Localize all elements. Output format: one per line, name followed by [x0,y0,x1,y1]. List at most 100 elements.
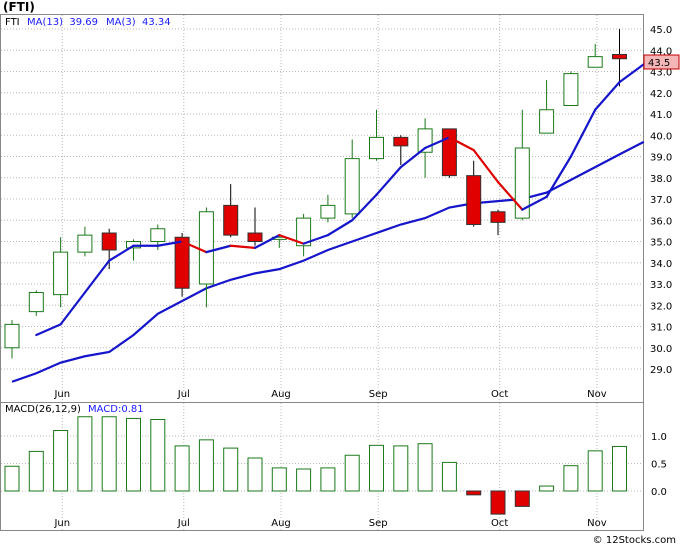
last-price-badge: 43.5 [643,54,680,70]
ma3-segment [375,166,402,196]
legend-ma13: MA(13) 39.69 [27,17,98,28]
y-tick-label: 34.0 [650,259,672,270]
ma3-segment [156,240,184,247]
candle-body [587,56,603,68]
ma3-segment [496,180,524,211]
macd-bar [247,457,263,492]
ma3-segment [35,323,62,337]
price-grid [1,28,643,370]
y-tick-label: 30.0 [650,344,672,355]
x-tick-label: Oct [491,389,508,400]
ma3-segment [472,149,500,184]
y-tick-label: 39.0 [650,153,672,164]
candle-body [53,251,69,296]
y-tick-label: 44.0 [650,46,672,57]
macd-bar [417,443,433,492]
candle-body [77,234,93,253]
x-tick-label: Jun [53,389,70,400]
x-tick-label: Jun [53,518,70,529]
last-price-label: 43.5 [648,58,670,69]
ma3-segment [302,234,329,245]
candle-body [174,236,190,289]
macd-bar [587,450,603,492]
candle-body [369,136,384,160]
macd-bar [28,450,44,492]
candle-body [101,232,117,251]
y-tick-label: 31.0 [650,323,672,334]
macd-bar [612,445,627,492]
candle-up [369,109,384,161]
ma13-layer [11,140,645,383]
y-tick-label: 40.0 [650,131,672,142]
macd-bar [393,445,409,492]
macd-bar [198,439,214,492]
candle-down [441,128,457,178]
candle-body [563,73,579,106]
ma3-segment [424,136,451,150]
candle-up [4,320,20,359]
x-tick-label: Nov [587,518,607,529]
macd-bar [53,430,69,492]
macd-bar [296,468,312,492]
candle-body [539,109,555,134]
candle-body [198,211,214,285]
macd-bar [369,444,384,492]
candle-up [514,109,530,221]
macd-bar [4,465,20,492]
candle-up [587,43,603,68]
macd-panel-frame [0,402,644,531]
x-tick-label: Oct [491,518,508,529]
macd-bar [320,467,336,492]
candle-body [247,232,263,242]
candle-body [320,204,336,219]
y-tick-label: 37.0 [650,195,672,206]
ma3-segment [253,234,281,249]
ma3-segment [83,259,111,294]
ma3-segment [521,195,548,211]
ma3-segment [618,63,645,84]
macd-grid [1,403,643,530]
candle-up [563,71,579,106]
candle-down [174,233,190,297]
ma3-segment [181,240,208,254]
macd-x-tick-labels: Jun Jul Aug Sep Oct Nov [53,518,606,529]
candle-up [344,139,360,219]
ma3-segment [278,234,305,245]
ma3-segment [545,155,573,198]
candle-body [612,54,627,60]
candle-up [296,213,312,257]
macd-value: MACD:0.81 [88,404,144,415]
macd-bars [4,416,627,515]
candle-body [150,228,166,242]
x-tick-label: Nov [587,389,607,400]
x-tick-label: Aug [271,518,291,529]
macd-bar [271,467,287,492]
y-tick-label: 41.0 [650,110,672,121]
macd-bar [490,490,506,515]
ma3-segment [351,193,378,222]
candle-body [490,211,506,223]
x-tick-label: Sep [369,518,388,529]
candle-body [4,323,20,349]
macd-tick-label: 0.5 [651,460,667,471]
candle-up [539,80,555,134]
macd-bar [539,485,555,492]
ma3-segment [59,291,87,326]
candle-down [101,228,117,270]
ma13-line [11,140,645,383]
y-tick-label: 32.0 [650,301,672,312]
price-y-tick-labels: 29.0 30.0 31.0 32.0 33.0 34.0 35.0 36.0 37.0 38.0… [650,25,672,376]
ma3-segment [108,244,135,262]
candle-down [223,184,239,238]
candle-body [466,175,482,225]
ma3-segment [399,146,427,169]
candle-body [223,204,239,236]
ma3-segment [448,136,475,152]
y-tick-label: 45.0 [650,25,672,36]
candle-body [296,217,312,247]
x-tick-label: Aug [271,389,291,400]
legend-ma3: MA(3) 43.34 [106,17,171,28]
macd-bar [344,454,360,492]
candle-down [393,135,409,165]
candle-body [344,158,360,215]
